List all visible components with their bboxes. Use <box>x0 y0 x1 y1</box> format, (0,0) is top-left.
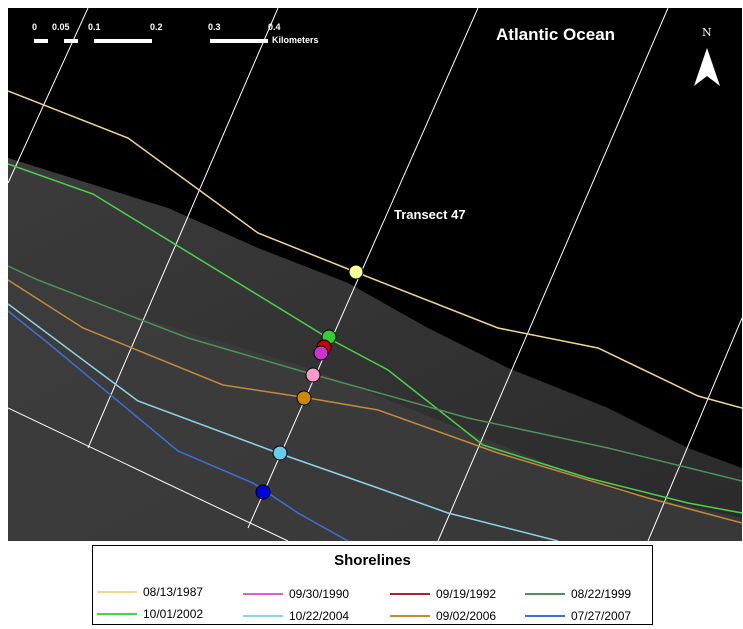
legend-swatch <box>525 593 565 595</box>
legend-label: 09/02/2006 <box>436 609 497 623</box>
legend-swatch <box>390 593 430 595</box>
scale-segment <box>94 39 152 43</box>
legend-label: 09/30/1990 <box>289 587 350 601</box>
transect-line <box>647 317 742 541</box>
point-09-02-2006[interactable] <box>296 390 312 406</box>
shoreline-07-27-2007 <box>8 310 349 541</box>
point-08-13-1987[interactable] <box>348 264 364 280</box>
scale-tick: 0.1 <box>88 22 101 32</box>
shoreline-09-02-2006 <box>8 279 742 524</box>
legend-swatch <box>390 615 430 617</box>
scale-tick: 0.4 <box>268 22 281 32</box>
point-pink[interactable] <box>305 367 321 383</box>
scale-unit: Kilometers <box>272 35 319 45</box>
ocean-label: Atlantic Ocean <box>496 25 616 44</box>
point-07-27-2007[interactable] <box>255 484 271 500</box>
scale-segment <box>34 39 48 43</box>
point-10-22-2004[interactable] <box>272 445 288 461</box>
point-09-30-1990[interactable] <box>313 345 329 361</box>
legend-label: 09/19/1992 <box>436 587 497 601</box>
legend-label: 10/01/2002 <box>143 607 204 621</box>
transect-line <box>8 8 89 184</box>
legend-item: 07/27/2007 <box>525 608 631 624</box>
legend: Shorelines 08/13/1987 09/30/1990 09/19/1… <box>92 545 653 625</box>
legend-label: 08/22/1999 <box>571 587 632 601</box>
transect-label: Transect 47 <box>394 207 466 222</box>
shoreline-10-01-2002 <box>8 163 742 514</box>
scale-tick: 0.05 <box>52 22 70 32</box>
scale-tick: 0 <box>32 22 38 32</box>
legend-item: 08/13/1987 <box>97 584 203 600</box>
intersection-points <box>255 264 364 500</box>
transect-line <box>437 8 669 541</box>
legend-item: 08/22/1999 <box>525 586 631 602</box>
scale-segment <box>64 39 78 43</box>
legend-item: 10/22/2004 <box>243 608 349 624</box>
legend-swatch <box>525 615 565 617</box>
legend-title: Shorelines <box>334 552 411 569</box>
legend-label: 07/27/2007 <box>571 609 632 623</box>
legend-item: 09/30/1990 <box>243 586 349 602</box>
map-graphics <box>8 8 742 541</box>
scale-segment <box>210 39 268 43</box>
legend-swatch <box>97 591 137 593</box>
legend-label: 08/13/1987 <box>143 585 204 599</box>
beach-raster <box>8 268 742 541</box>
scale-tick: 0.3 <box>208 22 221 32</box>
shoreline-08-13-1987 <box>8 90 742 409</box>
scale-bar: 0 0.05 0.1 0.2 0.3 0.4 Kilometers <box>30 22 350 56</box>
legend-swatch <box>97 613 137 615</box>
north-label: N <box>702 26 712 39</box>
legend-item: 09/02/2006 <box>390 608 496 624</box>
map-canvas: 0 0.05 0.1 0.2 0.3 0.4 Kilometers Atlant… <box>8 8 742 541</box>
shoreline-10-22-2004 <box>8 303 559 541</box>
north-arrow: N <box>692 26 722 86</box>
scale-tick: 0.2 <box>150 22 163 32</box>
legend-swatch <box>243 593 283 595</box>
north-arrow-icon <box>694 48 720 86</box>
legend-label: 10/22/2004 <box>289 609 350 623</box>
transect-lines <box>8 8 742 541</box>
legend-item: 09/19/1992 <box>390 586 496 602</box>
legend-item: 10/01/2002 <box>97 606 203 622</box>
legend-swatch <box>243 615 283 617</box>
transect-line-47 <box>247 8 479 529</box>
transect-line <box>87 8 279 449</box>
baseline <box>8 407 289 541</box>
